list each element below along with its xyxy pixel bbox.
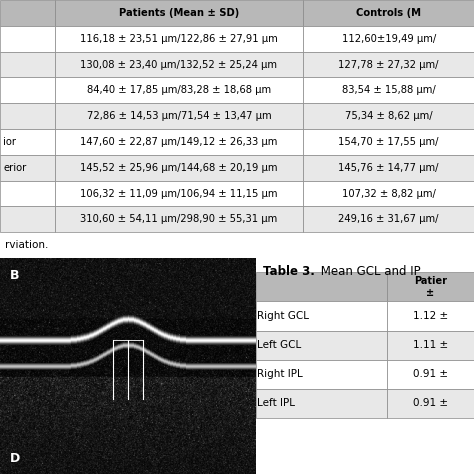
Text: Right GCL: Right GCL bbox=[257, 311, 310, 321]
Bar bbox=[303, 207, 474, 232]
Text: ior: ior bbox=[3, 137, 16, 147]
Bar bbox=[303, 129, 474, 155]
Bar bbox=[55, 52, 303, 77]
Text: D: D bbox=[10, 452, 20, 465]
Bar bbox=[303, 26, 474, 52]
Text: 112,60±19,49 μm/: 112,60±19,49 μm/ bbox=[342, 34, 436, 44]
Bar bbox=[0, 52, 55, 77]
Bar bbox=[55, 181, 303, 207]
Bar bbox=[303, 103, 474, 129]
Text: Mean GCL and IP: Mean GCL and IP bbox=[317, 265, 420, 278]
Bar bbox=[0, 181, 55, 207]
Text: Table 3.: Table 3. bbox=[263, 265, 314, 278]
Text: 0.91 ±: 0.91 ± bbox=[413, 369, 448, 379]
Bar bbox=[0, 155, 55, 181]
Bar bbox=[256, 389, 387, 418]
Bar bbox=[0, 129, 55, 155]
Text: Patients (Mean ± SD): Patients (Mean ± SD) bbox=[119, 8, 239, 18]
Text: 116,18 ± 23,51 μm/122,86 ± 27,91 μm: 116,18 ± 23,51 μm/122,86 ± 27,91 μm bbox=[80, 34, 278, 44]
Bar bbox=[303, 155, 474, 181]
Text: erior: erior bbox=[3, 163, 27, 173]
Text: 1.12 ±: 1.12 ± bbox=[413, 311, 448, 321]
Bar bbox=[387, 330, 474, 360]
Bar bbox=[303, 52, 474, 77]
Bar bbox=[0, 103, 55, 129]
Text: Left IPL: Left IPL bbox=[257, 398, 295, 409]
Bar bbox=[0, 26, 55, 52]
Text: 107,32 ± 8,82 μm/: 107,32 ± 8,82 μm/ bbox=[342, 189, 436, 199]
Text: Left GCL: Left GCL bbox=[257, 340, 302, 350]
Bar bbox=[387, 273, 474, 301]
Text: Controls (M: Controls (M bbox=[356, 8, 421, 18]
Text: 72,86 ± 14,53 μm/71,54 ± 13,47 μm: 72,86 ± 14,53 μm/71,54 ± 13,47 μm bbox=[87, 111, 271, 121]
Bar bbox=[55, 155, 303, 181]
Text: 75,34 ± 8,62 μm/: 75,34 ± 8,62 μm/ bbox=[345, 111, 432, 121]
Text: 154,70 ± 17,55 μm/: 154,70 ± 17,55 μm/ bbox=[338, 137, 439, 147]
Text: 83,54 ± 15,88 μm/: 83,54 ± 15,88 μm/ bbox=[342, 85, 436, 95]
Text: 84,40 ± 17,85 μm/83,28 ± 18,68 μm: 84,40 ± 17,85 μm/83,28 ± 18,68 μm bbox=[87, 85, 271, 95]
Text: 130,08 ± 23,40 μm/132,52 ± 25,24 μm: 130,08 ± 23,40 μm/132,52 ± 25,24 μm bbox=[81, 60, 277, 70]
Text: 106,32 ± 11,09 μm/106,94 ± 11,15 μm: 106,32 ± 11,09 μm/106,94 ± 11,15 μm bbox=[80, 189, 278, 199]
Bar bbox=[256, 360, 387, 389]
Text: rviation.: rviation. bbox=[5, 240, 48, 250]
Bar bbox=[55, 129, 303, 155]
Bar bbox=[303, 0, 474, 26]
Text: B: B bbox=[10, 269, 20, 282]
Text: 1.11 ±: 1.11 ± bbox=[413, 340, 448, 350]
Text: 310,60 ± 54,11 μm/298,90 ± 55,31 μm: 310,60 ± 54,11 μm/298,90 ± 55,31 μm bbox=[80, 214, 278, 224]
Bar bbox=[55, 0, 303, 26]
Bar bbox=[303, 77, 474, 103]
Bar bbox=[387, 360, 474, 389]
Bar bbox=[55, 26, 303, 52]
Text: Patier
±: Patier ± bbox=[414, 276, 447, 298]
Bar bbox=[0, 207, 55, 232]
Text: 145,52 ± 25,96 μm/144,68 ± 20,19 μm: 145,52 ± 25,96 μm/144,68 ± 20,19 μm bbox=[80, 163, 278, 173]
Text: 147,60 ± 22,87 μm/149,12 ± 26,33 μm: 147,60 ± 22,87 μm/149,12 ± 26,33 μm bbox=[80, 137, 278, 147]
Bar bbox=[256, 330, 387, 360]
Bar bbox=[55, 207, 303, 232]
Bar bbox=[55, 103, 303, 129]
Bar bbox=[0, 0, 55, 26]
Bar bbox=[256, 301, 387, 330]
Bar bbox=[55, 77, 303, 103]
Text: 0.91 ±: 0.91 ± bbox=[413, 398, 448, 409]
Text: 145,76 ± 14,77 μm/: 145,76 ± 14,77 μm/ bbox=[338, 163, 439, 173]
Bar bbox=[256, 273, 387, 301]
Text: 249,16 ± 31,67 μm/: 249,16 ± 31,67 μm/ bbox=[338, 214, 439, 224]
Bar bbox=[387, 389, 474, 418]
Text: Right IPL: Right IPL bbox=[257, 369, 303, 379]
Text: 127,78 ± 27,32 μm/: 127,78 ± 27,32 μm/ bbox=[338, 60, 439, 70]
Bar bbox=[387, 301, 474, 330]
Bar bbox=[0, 77, 55, 103]
Bar bbox=[303, 181, 474, 207]
